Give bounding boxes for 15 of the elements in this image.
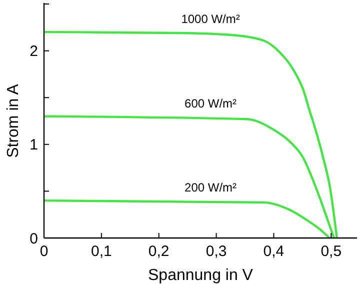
y-tick-label: 1	[30, 136, 38, 154]
y-axis-title: Strom in A	[5, 84, 22, 158]
x-tick-label: 0,3	[206, 243, 227, 260]
x-tick-label: 0,4	[263, 243, 284, 260]
series-label: 1000 W/m²	[181, 12, 240, 26]
series-label: 600 W/m²	[184, 96, 237, 110]
x-tick-label: 0,2	[148, 243, 170, 260]
line-series	[42, 30, 338, 240]
x-tick-label: 0,1	[91, 243, 112, 260]
y-tick-label: 2	[30, 43, 38, 60]
x-axis-title: Spannung in V	[148, 267, 254, 284]
series-label: 200 W/m²	[184, 180, 237, 195]
line-series	[42, 199, 331, 240]
x-tick-label: 0,5	[320, 243, 342, 260]
y-tick-label: 0	[30, 230, 38, 248]
